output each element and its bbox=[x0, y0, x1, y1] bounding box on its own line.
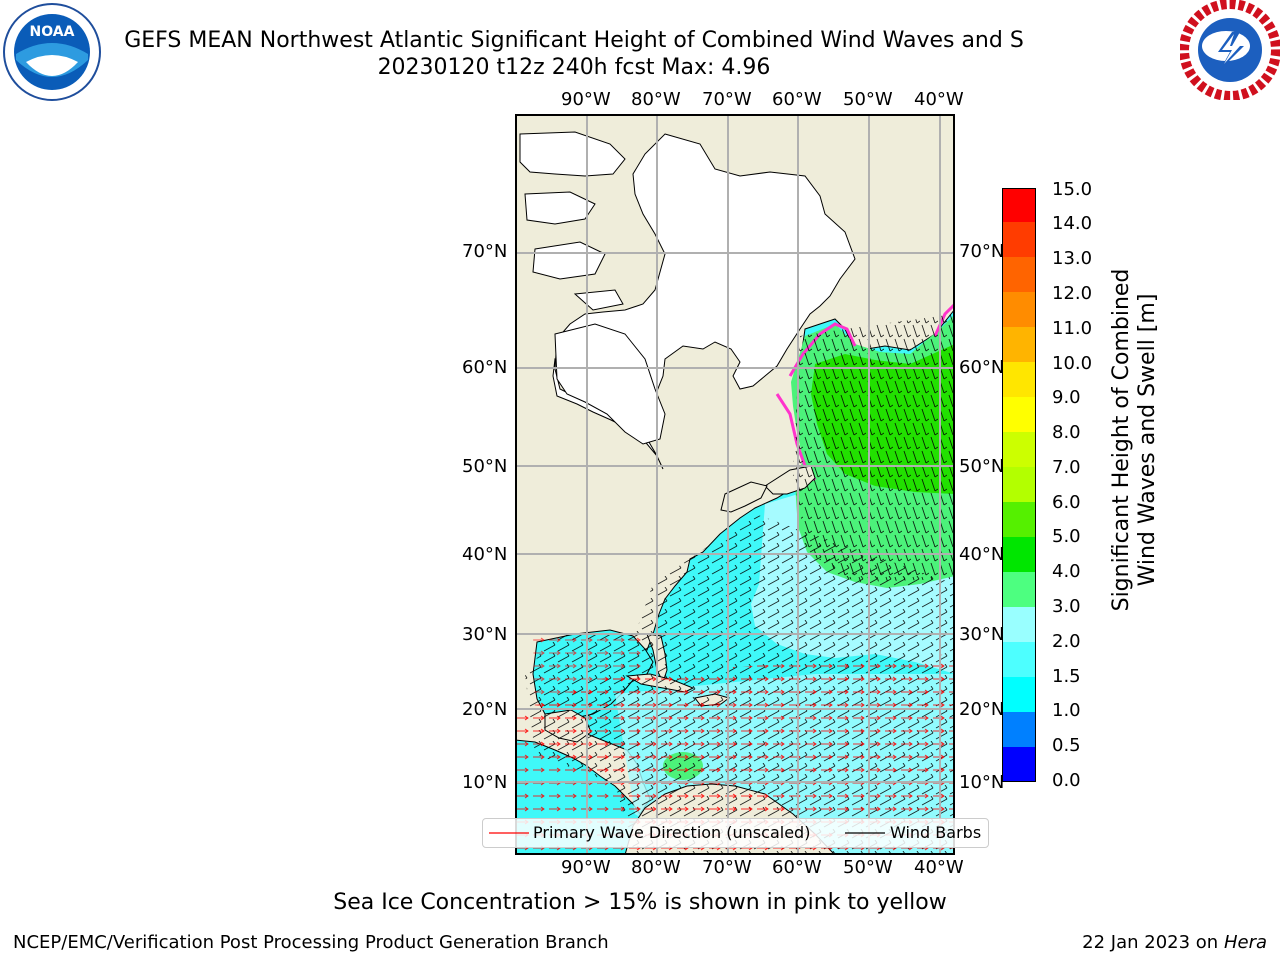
wave-direction-legend-line bbox=[489, 832, 529, 834]
colorbar-tick: 2.0 bbox=[1052, 631, 1081, 652]
map-legend: Primary Wave Direction (unscaled) Wind B… bbox=[482, 818, 989, 848]
footer-date-text: 22 Jan 2023 on bbox=[1082, 932, 1224, 953]
lat-tick: 70°N bbox=[462, 241, 508, 262]
chart-title: GEFS MEAN Northwest Atlantic Significant… bbox=[124, 28, 1024, 53]
colorbar-label: Significant Height of Combined Wind Wave… bbox=[1109, 269, 1160, 612]
map-frame bbox=[515, 114, 955, 855]
lon-tick: 40°W bbox=[914, 857, 964, 878]
colorbar-tick: 8.0 bbox=[1052, 422, 1081, 443]
colorbar-label-line1: Significant Height of Combined bbox=[1109, 269, 1134, 612]
ice-covered-islands bbox=[519, 131, 626, 311]
colorbar-tick: 3.0 bbox=[1052, 596, 1081, 617]
map-panel bbox=[515, 114, 955, 855]
wind-barbs-north bbox=[793, 314, 955, 582]
nws-logo bbox=[1180, 0, 1280, 100]
footer-host: Hera bbox=[1223, 932, 1267, 953]
colorbar-tick: 4.0 bbox=[1052, 561, 1081, 582]
lat-tick: 50°N bbox=[462, 456, 508, 477]
lat-tick: 50°N bbox=[959, 456, 1005, 477]
lon-tick: 90°W bbox=[561, 857, 611, 878]
lat-tick: 10°N bbox=[959, 772, 1005, 793]
colorbar-tick: 11.0 bbox=[1052, 318, 1093, 339]
lon-tick: 60°W bbox=[772, 857, 822, 878]
colorbar-label-line2: Wind Waves and Swell [m] bbox=[1135, 294, 1160, 587]
colorbar-tick: 10.0 bbox=[1052, 353, 1093, 374]
sea-ice-caption: Sea Ice Concentration > 15% is shown in … bbox=[333, 890, 947, 915]
legend-wind-barbs-label: Wind Barbs bbox=[890, 823, 982, 842]
lat-tick: 20°N bbox=[959, 699, 1005, 720]
lon-tick: 50°W bbox=[843, 857, 893, 878]
hudson-bay bbox=[554, 323, 666, 445]
colorbar-tick: 9.0 bbox=[1052, 387, 1081, 408]
legend-wave-direction-label: Primary Wave Direction (unscaled) bbox=[533, 823, 811, 842]
lat-tick: 70°N bbox=[959, 241, 1005, 262]
lat-tick: 30°N bbox=[462, 624, 508, 645]
primary-wave-direction-arrows-gulf bbox=[533, 634, 645, 714]
noaa-logo: NOAA bbox=[3, 3, 101, 101]
colorbar-tick: 6.0 bbox=[1052, 492, 1081, 513]
lon-tick: 60°W bbox=[772, 89, 822, 110]
noaa-logo-text: NOAA bbox=[30, 24, 75, 40]
footer-credit: NCEP/EMC/Verification Post Processing Pr… bbox=[13, 932, 609, 953]
colorbar-tick: 12.0 bbox=[1052, 283, 1093, 304]
primary-wave-direction-arrows bbox=[515, 654, 955, 855]
colorbar-tick: 0.5 bbox=[1052, 735, 1081, 756]
lat-tick: 60°N bbox=[462, 357, 508, 378]
colorbar-tick: 1.0 bbox=[1052, 700, 1081, 721]
lat-tick: 10°N bbox=[462, 772, 508, 793]
lon-tick: 50°W bbox=[843, 89, 893, 110]
lon-tick: 70°W bbox=[702, 89, 752, 110]
colorbar-tick: 15.0 bbox=[1052, 179, 1093, 200]
colorbar-tick: 5.0 bbox=[1052, 526, 1081, 547]
colorbar-tick: 7.0 bbox=[1052, 457, 1081, 478]
lon-tick: 80°W bbox=[631, 89, 681, 110]
lat-tick: 60°N bbox=[959, 357, 1005, 378]
map-gridlines bbox=[515, 114, 955, 855]
lon-tick: 80°W bbox=[631, 857, 681, 878]
lon-tick: 70°W bbox=[702, 857, 752, 878]
lat-tick: 20°N bbox=[462, 699, 508, 720]
nova-scotia bbox=[720, 481, 768, 513]
colorbar-tick: 0.0 bbox=[1052, 770, 1081, 791]
lat-tick: 30°N bbox=[959, 624, 1005, 645]
footer-date: 22 Jan 2023 on Hera bbox=[1082, 932, 1267, 953]
chart-subtitle: 20230120 t12z 240h fcst Max: 4.96 bbox=[377, 55, 771, 80]
lat-tick: 40°N bbox=[959, 544, 1005, 565]
wind-barbs-legend-line bbox=[845, 832, 885, 834]
lat-tick: 40°N bbox=[462, 544, 508, 565]
lon-tick: 40°W bbox=[914, 89, 964, 110]
colorbar-tick: 1.5 bbox=[1052, 666, 1081, 687]
colorbar-tick: 13.0 bbox=[1052, 248, 1093, 269]
colorbar-tick: 14.0 bbox=[1052, 213, 1093, 234]
colorbar bbox=[1002, 188, 1036, 782]
lon-tick: 90°W bbox=[561, 89, 611, 110]
